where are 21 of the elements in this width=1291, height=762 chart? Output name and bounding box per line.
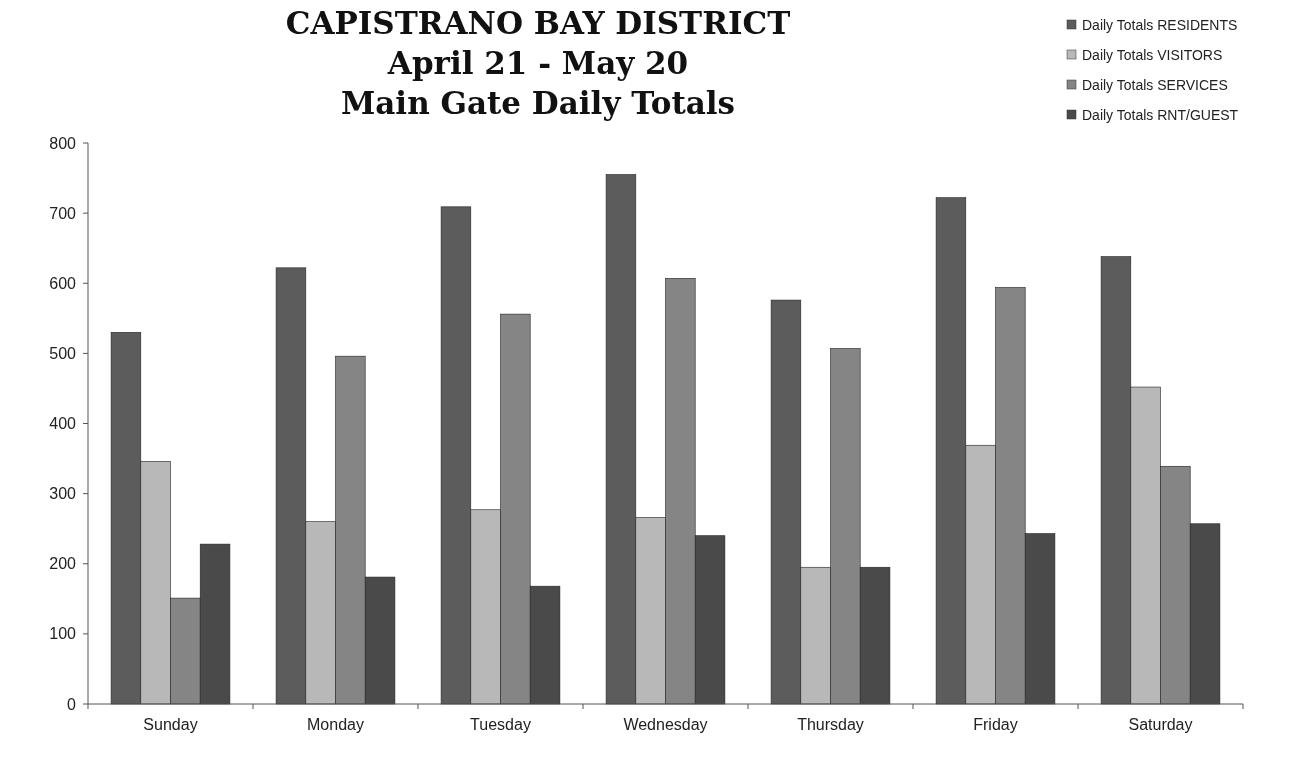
x-tick-label: Thursday (797, 716, 864, 733)
y-tick-label: 500 (49, 344, 77, 362)
x-tick-label: Saturday (1128, 716, 1193, 733)
x-tick-label: Tuesday (470, 716, 531, 733)
legend-label: Daily Totals SERVICES (1082, 76, 1228, 93)
x-tick-label: Monday (307, 716, 364, 733)
y-tick-label: 100 (49, 625, 77, 643)
y-tick-label: 800 (49, 134, 77, 152)
legend-label: Daily Totals VISITORS (1082, 46, 1223, 63)
y-tick-label: 200 (49, 555, 77, 573)
chart-title: CAPISTRANO BAY DISTRICT April 21 - May 20 Main Gate Daily Totals (285, 5, 791, 121)
y-tick-label: 400 (49, 415, 77, 433)
x-tick-label: Wednesday (623, 716, 708, 733)
y-tick-label: 600 (49, 274, 77, 292)
x-tick-label: Friday (973, 716, 1018, 733)
y-tick-label: 0 (67, 695, 77, 713)
y-tick-label: 700 (49, 204, 77, 222)
legend-label: Daily Totals RNT/GUEST (1082, 106, 1239, 123)
y-tick-label: 300 (49, 485, 77, 503)
x-tick-label: Sunday (143, 716, 198, 733)
legend-label: Daily Totals RESIDENTS (1082, 16, 1238, 33)
